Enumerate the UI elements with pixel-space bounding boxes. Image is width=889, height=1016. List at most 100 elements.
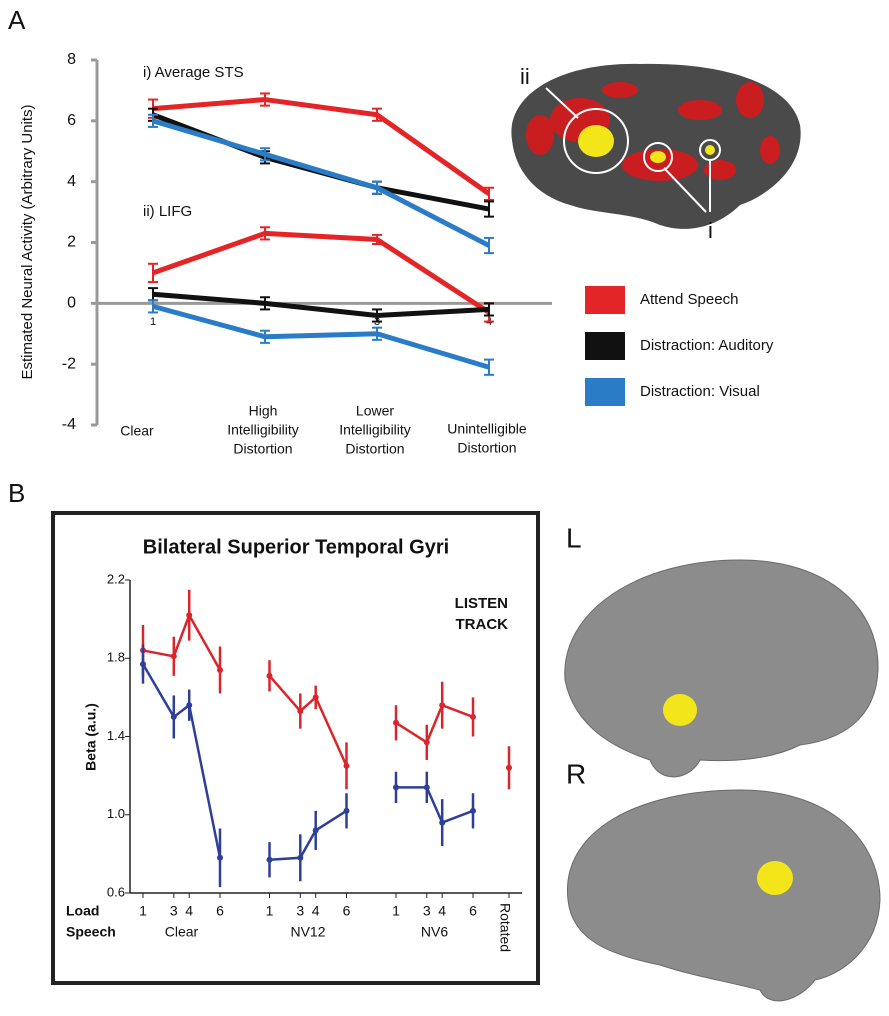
roi-spot [663, 694, 697, 726]
data-point [424, 784, 430, 790]
roi-spot [757, 861, 793, 895]
legend-swatch [585, 378, 625, 406]
brain-map-a [511, 64, 800, 229]
panel-label: B [8, 478, 25, 508]
data-line [270, 676, 347, 766]
group-label: Rotated [497, 903, 513, 952]
y-tick-label: -2 [62, 355, 76, 372]
y-tick-label: 2.2 [107, 571, 125, 586]
group-label: Clear [165, 924, 199, 940]
data-point [393, 720, 399, 726]
row-label: Speech [66, 924, 116, 940]
image-label: R [566, 758, 586, 789]
image-label: ii [520, 64, 530, 89]
data-point [217, 855, 223, 861]
image-label: L [566, 522, 582, 553]
x-tick-label: Distortion [233, 441, 292, 457]
data-point [217, 667, 223, 673]
legend-swatch [585, 286, 625, 314]
data-point [171, 714, 177, 720]
data-line [153, 115, 489, 209]
legend-label: Distraction: Visual [640, 383, 760, 400]
x-tick-label: Distortion [457, 440, 516, 456]
data-point [439, 820, 445, 826]
legend-label: LISTEN [455, 595, 508, 612]
row-label: Load [66, 903, 99, 919]
data-line [143, 664, 220, 858]
x-tick-label: Distortion [345, 441, 404, 457]
legend-label: Attend Speech [640, 291, 738, 308]
x-tick-label: 6 [343, 903, 351, 919]
x-tick-label: 3 [423, 903, 431, 919]
data-line [396, 787, 473, 822]
y-tick-label: 0.6 [107, 884, 125, 899]
y-tick-label: -4 [62, 416, 76, 433]
y-tick-label: 2 [67, 234, 76, 251]
data-point [424, 739, 430, 745]
legend-label: TRACK [456, 616, 509, 633]
x-tick-label: 6 [216, 903, 224, 919]
x-tick-label: Intelligibility [227, 422, 299, 438]
legend-swatch [585, 332, 625, 360]
y-axis-label: Estimated Neural Activity (Arbitrary Uni… [19, 104, 36, 379]
data-point [506, 765, 512, 771]
data-point [186, 612, 192, 618]
data-point [186, 702, 192, 708]
image-label: i [708, 218, 713, 243]
x-tick-label: Lower [356, 403, 394, 419]
data-point [313, 694, 319, 700]
y-tick-label: 4 [67, 173, 76, 190]
data-line [153, 306, 489, 367]
x-tick-label: 3 [170, 903, 178, 919]
x-tick-label: 4 [438, 903, 446, 919]
x-tick-label: 4 [185, 903, 193, 919]
data-point [470, 714, 476, 720]
data-point [313, 827, 319, 833]
data-point [297, 855, 303, 861]
group-label: NV6 [421, 924, 448, 940]
brain-left [565, 560, 878, 777]
x-tick-label: 4 [312, 903, 320, 919]
data-line [270, 811, 347, 860]
x-tick-label: High [249, 403, 278, 419]
data-point [344, 763, 350, 769]
y-tick-label: 8 [67, 51, 76, 68]
data-point [140, 661, 146, 667]
data-point [267, 673, 273, 679]
x-tick-label: 3 [296, 903, 304, 919]
y-tick-label: 0 [67, 295, 76, 312]
x-tick-label: 1 [266, 903, 274, 919]
y-tick-label: 1.0 [107, 806, 125, 821]
annotation: ii) LIFG [143, 203, 192, 220]
data-line [153, 121, 489, 246]
y-tick-label: 1.4 [107, 728, 125, 743]
y-tick-label: 6 [67, 112, 76, 129]
x-tick-number: 1 [150, 316, 156, 328]
y-axis-label: Beta (a.u.) [83, 703, 99, 771]
x-tick-label: Clear [120, 423, 154, 439]
chart-title: Bilateral Superior Temporal Gyri [143, 536, 449, 558]
data-point [470, 808, 476, 814]
data-point [171, 653, 177, 659]
data-point [267, 857, 273, 863]
data-line [153, 100, 489, 194]
brain-shape [565, 560, 878, 777]
panel-label: A [8, 5, 26, 35]
x-tick-label: 6 [469, 903, 477, 919]
x-tick-label: Intelligibility [339, 422, 411, 438]
x-tick-label: Unintelligible [447, 421, 527, 437]
data-point [344, 808, 350, 814]
brain-shape [567, 790, 880, 1001]
data-line [143, 615, 220, 670]
data-point [393, 784, 399, 790]
x-tick-label: 1 [392, 903, 400, 919]
x-tick-label: 1 [139, 903, 147, 919]
data-line [153, 294, 489, 315]
data-point [439, 702, 445, 708]
data-point [297, 708, 303, 714]
annotation: i) Average STS [143, 64, 244, 81]
legend-label: Distraction: Auditory [640, 337, 774, 354]
y-tick-label: 1.8 [107, 650, 125, 665]
group-label: NV12 [290, 924, 325, 940]
brain-right [567, 790, 880, 1001]
